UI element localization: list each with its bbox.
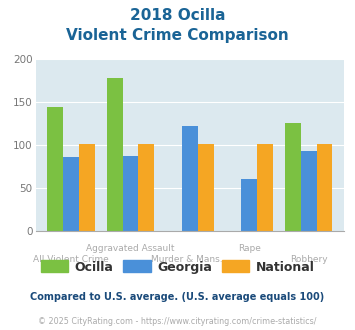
Legend: Ocilla, Georgia, National: Ocilla, Georgia, National [36, 255, 320, 279]
Bar [79, 144, 95, 231]
Bar [257, 144, 273, 231]
Bar [182, 126, 198, 231]
Text: Robbery: Robbery [290, 255, 328, 264]
Bar [107, 78, 122, 231]
Text: Rape: Rape [238, 244, 261, 253]
Text: All Violent Crime: All Violent Crime [33, 255, 109, 264]
Text: © 2025 CityRating.com - https://www.cityrating.com/crime-statistics/: © 2025 CityRating.com - https://www.city… [38, 317, 317, 326]
Bar [241, 179, 257, 231]
Bar [63, 157, 79, 231]
Bar [122, 156, 138, 231]
Text: Violent Crime Comparison: Violent Crime Comparison [66, 28, 289, 43]
Bar [198, 144, 214, 231]
Text: Murder & Mans...: Murder & Mans... [151, 255, 229, 264]
Text: Aggravated Assault: Aggravated Assault [86, 244, 175, 253]
Text: 2018 Ocilla: 2018 Ocilla [130, 8, 225, 23]
Bar [47, 107, 63, 231]
Bar [317, 144, 333, 231]
Text: Compared to U.S. average. (U.S. average equals 100): Compared to U.S. average. (U.S. average … [31, 292, 324, 302]
Bar [285, 123, 301, 231]
Bar [301, 151, 317, 231]
Bar [138, 144, 154, 231]
